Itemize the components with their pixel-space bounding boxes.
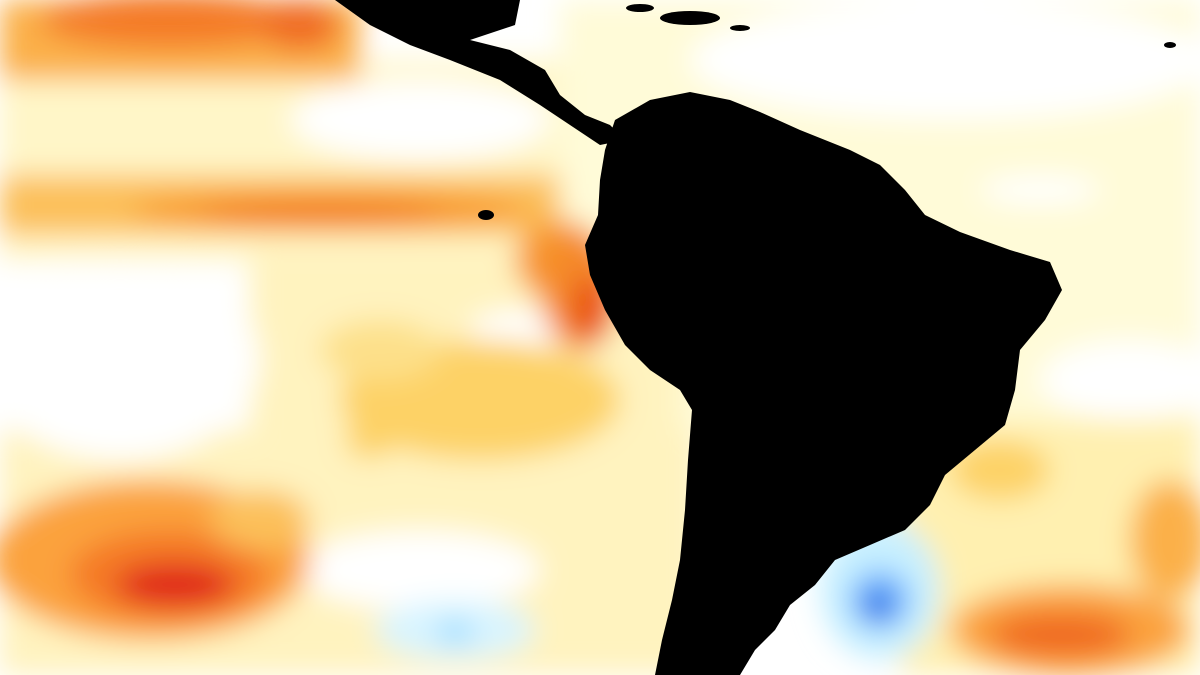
central-america bbox=[335, 0, 625, 145]
south-america bbox=[585, 92, 1062, 675]
island bbox=[626, 4, 654, 12]
island bbox=[1164, 42, 1176, 48]
island bbox=[478, 210, 494, 220]
land bbox=[335, 0, 1176, 675]
island bbox=[660, 11, 720, 25]
island bbox=[730, 25, 750, 31]
